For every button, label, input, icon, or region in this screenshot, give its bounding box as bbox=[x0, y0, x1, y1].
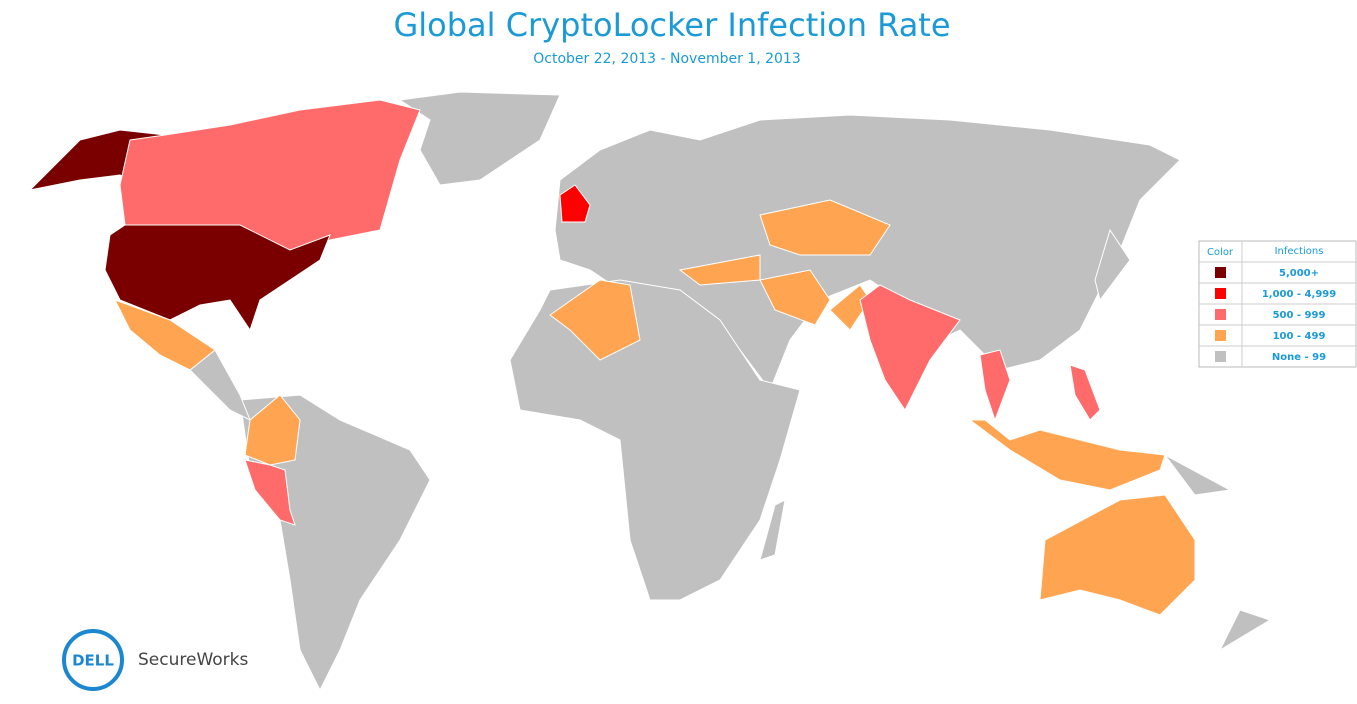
madagascar bbox=[759, 499, 786, 561]
philippines bbox=[1069, 364, 1101, 421]
india bbox=[859, 284, 961, 411]
logo-ring bbox=[62, 629, 124, 691]
legend-swatch bbox=[1215, 267, 1226, 278]
legend-header: Infections bbox=[1275, 246, 1324, 257]
peru bbox=[244, 459, 296, 526]
kazakhstan bbox=[759, 199, 891, 256]
australia bbox=[1039, 494, 1196, 616]
greenland bbox=[398, 91, 561, 186]
colombia bbox=[244, 394, 301, 466]
papua bbox=[1164, 454, 1232, 496]
algeria bbox=[549, 279, 641, 361]
legend-swatch bbox=[1215, 330, 1226, 341]
legend-label: 100 - 499 bbox=[1273, 331, 1326, 342]
iran bbox=[759, 269, 831, 326]
legend-label: None - 99 bbox=[1272, 352, 1326, 363]
mexico bbox=[113, 299, 216, 371]
uk bbox=[559, 184, 591, 223]
legend-label: 500 - 999 bbox=[1273, 310, 1326, 321]
logo: DELL SecureWorks bbox=[62, 629, 248, 691]
title: Global CryptoLocker Infection Rate bbox=[393, 6, 950, 44]
new-zealand bbox=[1218, 609, 1272, 652]
legend-label: 1,000 - 4,999 bbox=[1262, 289, 1336, 300]
legend-swatch bbox=[1215, 288, 1226, 299]
thailand bbox=[979, 349, 1011, 422]
legend: Color Infections 5,000+ 1,000 - 4,999 500 … bbox=[1198, 240, 1357, 368]
legend-swatch bbox=[1215, 351, 1226, 362]
south-america bbox=[239, 394, 431, 692]
africa bbox=[509, 279, 801, 601]
japan bbox=[1094, 228, 1131, 302]
legend-swatch bbox=[1215, 309, 1226, 320]
indonesia bbox=[968, 419, 1166, 491]
subtitle: October 22, 2013 - November 1, 2013 bbox=[533, 51, 801, 67]
logo-text: SecureWorks bbox=[138, 650, 248, 670]
usa bbox=[104, 224, 331, 332]
logo-mark: DELL bbox=[72, 652, 114, 670]
legend-label: 5,000+ bbox=[1279, 268, 1319, 279]
legend-header: Color bbox=[1207, 247, 1234, 258]
world-map bbox=[28, 91, 1272, 692]
